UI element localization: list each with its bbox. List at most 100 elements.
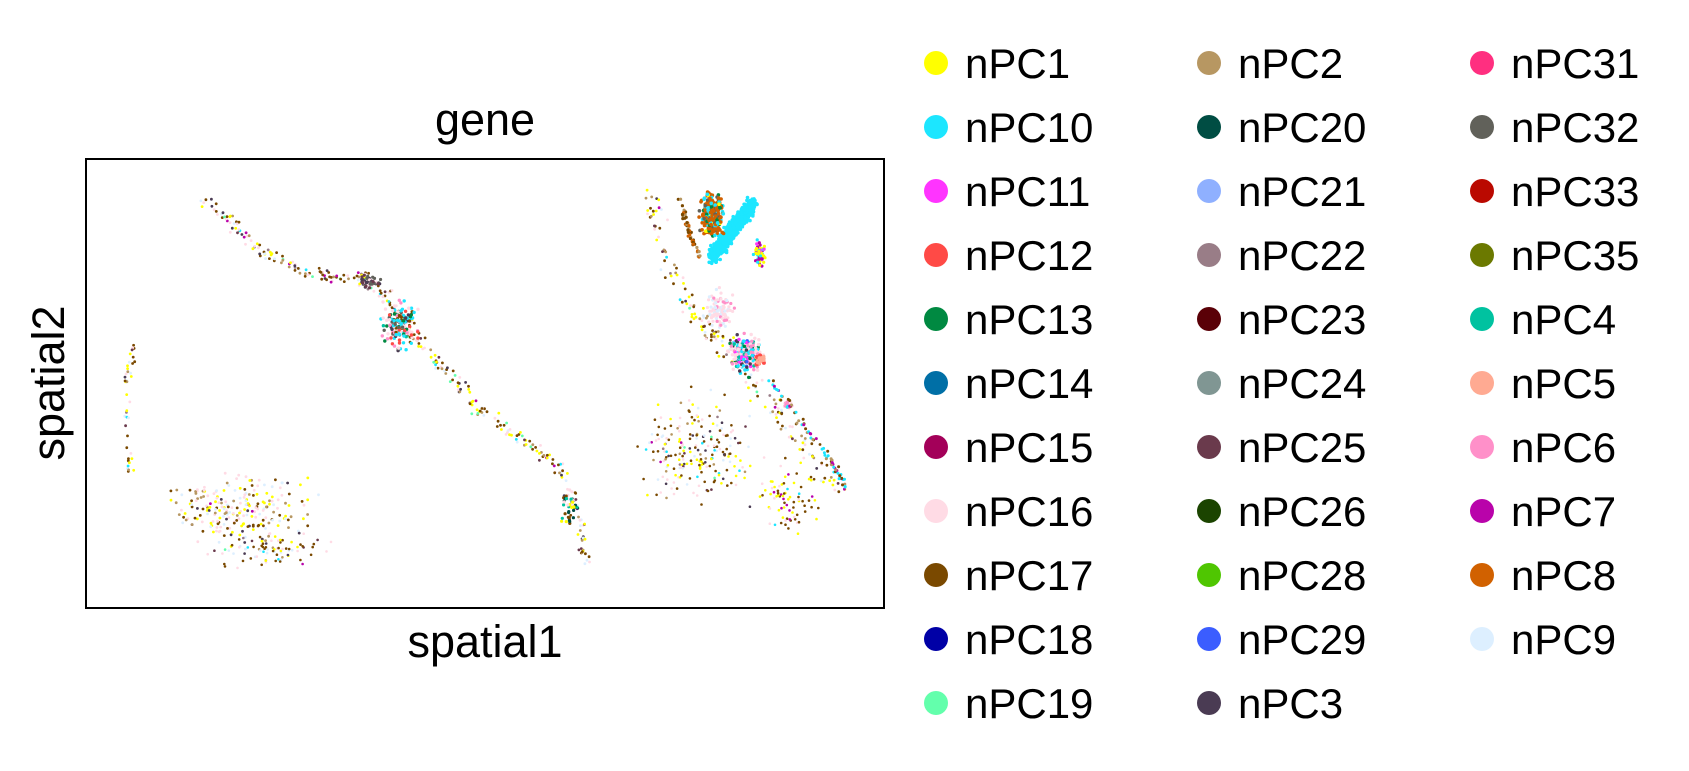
data-point xyxy=(126,370,130,374)
data-point xyxy=(281,538,284,542)
data-point xyxy=(691,422,694,425)
data-point xyxy=(228,511,232,514)
data-point xyxy=(708,430,712,433)
data-point xyxy=(727,455,730,458)
data-point xyxy=(720,421,724,425)
data-point xyxy=(663,427,667,430)
data-point xyxy=(716,334,720,338)
data-point xyxy=(225,481,229,485)
data-point xyxy=(246,509,250,513)
data-point xyxy=(388,303,392,307)
legend-marker xyxy=(924,307,948,331)
data-point xyxy=(499,423,502,427)
data-point xyxy=(264,539,267,542)
data-point xyxy=(126,367,129,370)
data-point xyxy=(126,464,130,468)
data-point xyxy=(240,524,244,528)
data-point xyxy=(404,348,408,352)
data-point xyxy=(646,493,649,497)
data-point xyxy=(379,291,383,295)
data-point xyxy=(782,482,786,485)
data-point xyxy=(714,316,719,320)
data-point xyxy=(219,525,223,529)
data-point xyxy=(412,321,416,325)
data-point xyxy=(311,545,315,549)
data-point xyxy=(693,418,696,422)
data-point xyxy=(705,316,708,320)
data-point xyxy=(836,482,840,485)
legend-label: nPC13 xyxy=(965,296,1093,343)
data-point xyxy=(775,495,778,498)
data-point xyxy=(566,472,569,475)
legend-label: nPC24 xyxy=(1238,360,1366,407)
data-point xyxy=(238,546,241,549)
data-point xyxy=(584,552,587,556)
data-point xyxy=(221,211,225,215)
data-point xyxy=(495,425,499,428)
data-point xyxy=(274,478,277,482)
data-point xyxy=(571,500,575,504)
data-point xyxy=(230,226,234,230)
data-point xyxy=(303,274,307,278)
legend-label: nPC23 xyxy=(1238,296,1366,343)
data-point xyxy=(588,560,591,564)
legend-label: nPC19 xyxy=(965,680,1093,727)
data-point xyxy=(650,441,653,444)
data-point xyxy=(270,495,274,499)
data-point xyxy=(255,242,259,246)
data-point xyxy=(714,301,718,305)
data-point xyxy=(700,503,703,506)
data-point xyxy=(325,550,328,553)
data-point xyxy=(264,257,267,260)
data-point xyxy=(271,549,275,553)
data-point xyxy=(791,511,794,514)
legend-item-npc26: nPC26 xyxy=(1197,488,1366,535)
data-point xyxy=(838,474,842,478)
data-point xyxy=(220,216,224,220)
data-point xyxy=(748,464,752,468)
data-point xyxy=(742,339,746,343)
data-point xyxy=(745,360,749,364)
data-point xyxy=(837,465,841,469)
data-point xyxy=(731,218,735,222)
data-point xyxy=(270,499,274,503)
data-point xyxy=(721,477,725,481)
data-point xyxy=(784,426,787,430)
data-point xyxy=(733,353,737,358)
data-point xyxy=(254,515,258,519)
data-point xyxy=(703,334,707,337)
data-point xyxy=(744,348,749,352)
data-point xyxy=(715,351,719,354)
data-point xyxy=(700,221,704,225)
data-point xyxy=(738,219,742,224)
legend-marker xyxy=(924,691,948,715)
data-point xyxy=(699,200,703,204)
data-point xyxy=(287,265,291,269)
data-point xyxy=(694,444,698,447)
data-point xyxy=(793,518,797,521)
data-point xyxy=(776,388,780,392)
data-point xyxy=(717,202,721,206)
data-point xyxy=(563,512,567,516)
data-point xyxy=(222,523,226,526)
data-point xyxy=(740,206,744,211)
data-point xyxy=(708,196,712,201)
data-point xyxy=(215,529,218,533)
data-point xyxy=(735,224,740,228)
data-point xyxy=(458,390,462,394)
data-point xyxy=(196,488,199,491)
data-point xyxy=(214,507,217,511)
data-point xyxy=(736,364,740,368)
data-point xyxy=(791,425,794,429)
data-point xyxy=(646,209,650,212)
data-point xyxy=(679,197,683,201)
data-point xyxy=(243,535,247,539)
data-point xyxy=(705,465,708,469)
data-point xyxy=(577,548,581,552)
data-point xyxy=(387,300,391,303)
data-point xyxy=(199,496,203,499)
data-point xyxy=(654,209,658,213)
data-point xyxy=(264,527,267,530)
data-point xyxy=(416,307,420,311)
data-point xyxy=(652,213,655,216)
